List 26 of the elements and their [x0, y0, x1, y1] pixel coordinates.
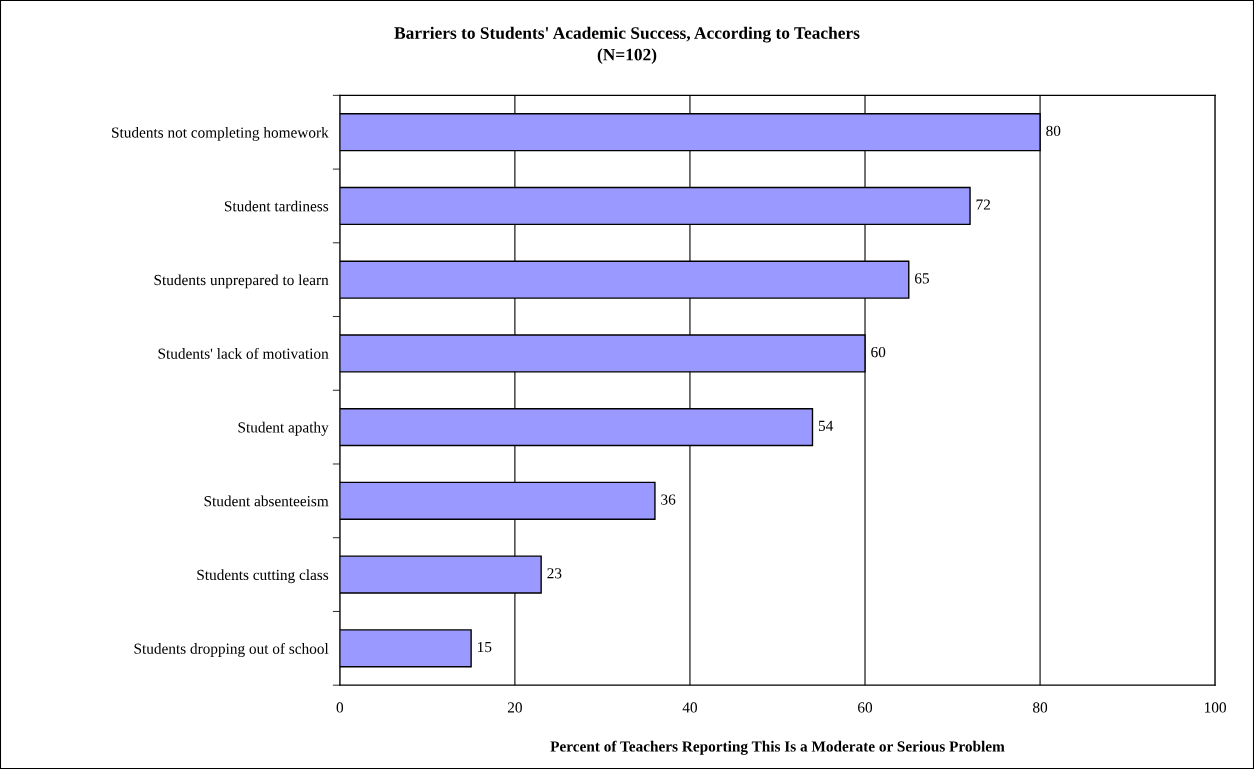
x-tick-label: 20	[507, 702, 522, 713]
y-tick-label: Students dropping out of school	[134, 642, 329, 657]
x-tick-label: 100	[1205, 702, 1226, 713]
chart-subtitle: (N=102)	[597, 48, 657, 65]
y-tick-label: Students not completing homework	[112, 126, 329, 141]
y-tick-label: Students unprepared to learn	[154, 274, 329, 289]
y-tick-label: Students cutting class	[197, 569, 329, 584]
chart-title: Barriers to Students' Academic Success, According to Teachers	[394, 26, 860, 43]
data-label: 15	[478, 641, 492, 653]
bar	[339, 629, 472, 668]
y-tick-label: Students' lack of motivation	[158, 347, 329, 359]
y-tick-label: Student absenteeism	[204, 495, 329, 507]
data-label: 36	[661, 494, 676, 505]
data-label: 65	[914, 273, 930, 284]
x-tick-label: 40	[682, 702, 698, 713]
x-tick-label: 0	[336, 702, 344, 713]
data-label: 60	[871, 346, 886, 358]
x-axis-title: Percent of Teachers Reporting This Is a Moderate or Serious Problem	[550, 740, 1005, 755]
data-label: 54	[818, 420, 834, 431]
data-label: 72	[976, 199, 991, 210]
x-tick-label: 80	[1033, 702, 1048, 713]
x-tick-label: 60	[858, 702, 873, 713]
y-tick-label: Student tardiness	[224, 200, 329, 212]
data-label: 80	[1046, 125, 1061, 137]
y-tick-label: Student apathy	[238, 421, 329, 436]
data-label: 23	[547, 568, 562, 579]
